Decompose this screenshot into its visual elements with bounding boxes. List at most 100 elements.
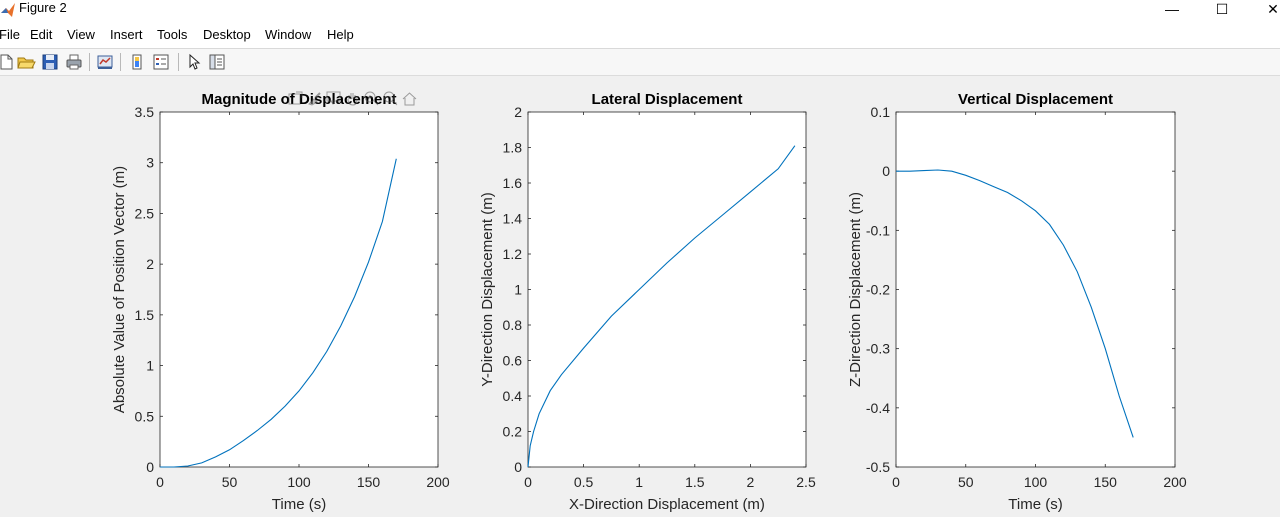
series-line — [160, 158, 397, 468]
chart-title: Magnitude of Displacement — [201, 91, 396, 108]
y-tick-label: 0 — [146, 459, 154, 475]
close-icon: ✕ — [1267, 0, 1279, 17]
select-pointer-icon[interactable] — [185, 52, 205, 72]
axes-2[interactable]: 0 0.5 1 1.5 2 2.5 0 0.2 0.4 0.6 0.8 1 1.2 1.4 1.6 1.8 2 L… — [479, 91, 816, 513]
y-tick-label: 0.6 — [503, 353, 523, 369]
menu-insert[interactable]: Insert — [110, 27, 143, 42]
y-tick-label: 2.5 — [135, 205, 155, 221]
y-tick-label: -0.5 — [866, 459, 890, 475]
y-tick-label: 1.8 — [503, 140, 523, 156]
y-tick-label: -0.3 — [866, 341, 890, 357]
y-tick-label: 3.5 — [135, 104, 155, 120]
y-tick-label: 1 — [146, 358, 154, 374]
x-tick-label: 2.5 — [796, 474, 816, 490]
pan-icon[interactable] — [344, 90, 361, 107]
x-tick-label: 2 — [747, 474, 755, 490]
y-tick-label: 0 — [882, 163, 890, 179]
y-tick-label: 0.8 — [503, 317, 523, 333]
y-axis-label: Y-Direction Displacement (m) — [479, 192, 496, 387]
x-tick-label: 0.5 — [574, 474, 594, 490]
insert-legend-icon[interactable] — [151, 52, 171, 72]
x-tick-label: 1.5 — [685, 474, 705, 490]
link-plot-icon[interactable] — [95, 52, 115, 72]
series-line — [527, 145, 796, 468]
x-tick-label: 0 — [156, 474, 164, 490]
zoom-out-icon[interactable] — [382, 90, 399, 107]
y-tick-label: -0.2 — [866, 282, 890, 298]
y-tick-label: 1.6 — [503, 175, 523, 191]
x-tick-label: 100 — [1024, 474, 1048, 490]
close-button[interactable]: ✕ — [1250, 0, 1280, 18]
x-tick-label: 200 — [426, 474, 450, 490]
figure-toolbar — [0, 49, 1280, 76]
y-tick-label: 1.5 — [135, 307, 155, 323]
zoom-in-icon[interactable] — [363, 90, 380, 107]
axes-1[interactable]: 0 50 100 150 200 0 0.5 1 1.5 2 2.5 3 3.5 Magnitude of… — [111, 91, 450, 513]
y-tick-label: 0.1 — [871, 104, 891, 120]
y-tick-label: 1 — [514, 282, 522, 298]
x-tick-label: 150 — [357, 474, 381, 490]
axes-toolbar — [287, 88, 418, 108]
y-tick-label: 3 — [146, 155, 154, 171]
new-figure-icon[interactable] — [0, 52, 16, 72]
minimize-icon: — — [1165, 1, 1179, 17]
y-axis-label: Z-Direction Displacement (m) — [847, 192, 864, 387]
y-tick-label: 1.4 — [503, 211, 523, 227]
menu-tools[interactable]: Tools — [157, 27, 188, 42]
y-tick-label: 0.4 — [503, 388, 523, 404]
data-tips-icon[interactable] — [325, 90, 342, 107]
toolbar-separator — [120, 53, 121, 71]
maximize-icon: ☐ — [1215, 0, 1229, 17]
x-tick-label: 1 — [635, 474, 643, 490]
x-tick-label: 200 — [1163, 474, 1187, 490]
axes-box — [159, 111, 439, 468]
x-axis-label: Time (s) — [272, 496, 326, 512]
home-icon[interactable] — [401, 90, 418, 107]
window-title: Figure 2 — [19, 0, 67, 15]
menu-bar: File Edit View Insert Tools Desktop Wind… — [0, 22, 1280, 49]
y-tick-label: 0 — [514, 459, 522, 475]
save-icon[interactable] — [40, 52, 60, 72]
x-tick-label: 50 — [958, 474, 974, 490]
x-tick-label: 150 — [1094, 474, 1118, 490]
x-tick-label: 0 — [524, 474, 532, 490]
chart-title: Vertical Displacement — [958, 91, 1113, 108]
minimize-button[interactable]: — — [1149, 0, 1195, 18]
menu-file[interactable]: File — [0, 27, 20, 42]
export-icon[interactable] — [287, 90, 304, 107]
menu-view[interactable]: View — [67, 27, 95, 42]
x-tick-label: 100 — [287, 474, 311, 490]
x-tick-label: 0 — [892, 474, 900, 490]
toolbar-separator — [178, 53, 179, 71]
menu-desktop[interactable]: Desktop — [203, 27, 251, 42]
brush-icon[interactable] — [306, 90, 323, 107]
open-file-icon[interactable] — [16, 52, 36, 72]
window-title-bar: Figure 2 — ☐ ✕ — [0, 0, 1280, 22]
axes-3[interactable]: 0 50 100 150 200 -0.5 -0.4 -0.3 -0.2 -0.1 0 0.1 Vert… — [847, 91, 1187, 513]
y-tick-label: -0.4 — [866, 400, 890, 416]
matlab-icon — [1, 3, 15, 17]
x-tick-label: 50 — [222, 474, 238, 490]
menu-window[interactable]: Window — [265, 27, 312, 42]
y-tick-label: -0.1 — [866, 222, 890, 238]
maximize-button[interactable]: ☐ — [1199, 0, 1245, 18]
series-line — [896, 169, 1134, 438]
menu-edit[interactable]: Edit — [30, 27, 53, 42]
y-tick-label: 2 — [146, 256, 154, 272]
x-axis-label: Time (s) — [1008, 496, 1062, 512]
figure-canvas[interactable]: 0 50 100 150 200 0 0.5 1 1.5 2 2.5 3 3.5 Magnitude of… — [0, 76, 1280, 513]
y-tick-label: 1.2 — [503, 246, 523, 262]
axes-box — [895, 111, 1176, 468]
y-tick-label: 2 — [514, 104, 522, 120]
property-inspector-icon[interactable] — [207, 52, 227, 72]
print-icon[interactable] — [64, 52, 84, 72]
axes-box — [527, 111, 807, 468]
x-axis-label: X-Direction Displacement (m) — [569, 496, 765, 512]
chart-title: Lateral Displacement — [592, 91, 743, 108]
y-tick-label: 0.2 — [503, 424, 523, 440]
y-axis-label: Absolute Value of Position Vector (m) — [111, 166, 128, 413]
y-tick-label: 0.5 — [135, 408, 155, 424]
insert-colorbar-icon[interactable] — [127, 52, 147, 72]
menu-help[interactable]: Help — [327, 27, 354, 42]
